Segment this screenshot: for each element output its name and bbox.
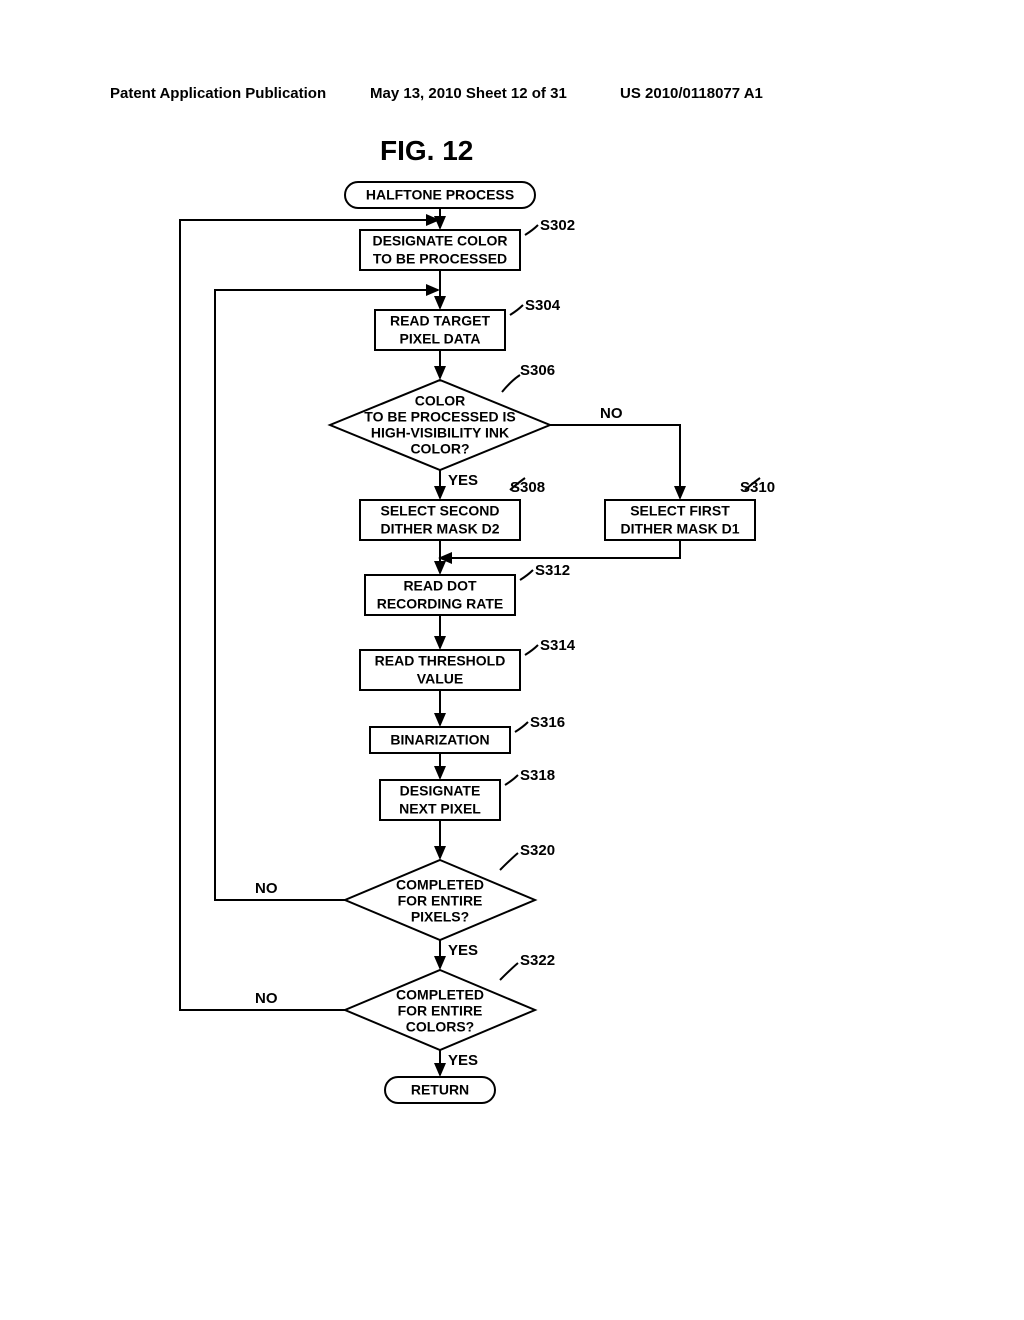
node-s306-t4: COLOR? bbox=[410, 441, 469, 457]
branch-s306-yes: YES bbox=[448, 472, 478, 489]
branch-s306-no: NO bbox=[600, 405, 623, 422]
node-s320-t1: COMPLETED bbox=[396, 877, 484, 893]
node-s302-t1: DESIGNATE COLOR bbox=[372, 233, 507, 249]
label-tick bbox=[500, 963, 518, 980]
node-s310-t1: SELECT FIRST bbox=[630, 503, 730, 519]
label-s306: S306 bbox=[520, 362, 555, 379]
label-s302: S302 bbox=[540, 217, 575, 234]
node-s320-t2: FOR ENTIRE bbox=[398, 893, 483, 909]
node-s314-t1: READ THRESHOLD bbox=[375, 653, 506, 669]
edge bbox=[440, 540, 680, 558]
node-s318-t1: DESIGNATE bbox=[400, 783, 481, 799]
node-s304-t2: PIXEL DATA bbox=[400, 331, 481, 347]
label-tick bbox=[525, 645, 538, 655]
node-s316-t1: BINARIZATION bbox=[390, 732, 489, 748]
label-s304: S304 bbox=[525, 297, 561, 314]
label-tick bbox=[510, 305, 523, 315]
label-s310: S310 bbox=[740, 479, 775, 496]
edge bbox=[550, 425, 680, 498]
node-s310-t2: DITHER MASK D1 bbox=[620, 521, 739, 537]
node-s322-t3: COLORS? bbox=[406, 1019, 474, 1035]
node-s306-t1: COLOR bbox=[415, 393, 466, 409]
flowchart-diagram: HALFTONE PROCESS DESIGNATE COLOR TO BE P… bbox=[140, 180, 860, 1120]
branch-s320-yes: YES bbox=[448, 942, 478, 959]
node-return-text: RETURN bbox=[411, 1082, 469, 1098]
label-tick bbox=[520, 570, 533, 580]
node-s318-t2: NEXT PIXEL bbox=[399, 801, 481, 817]
branch-s320-no: NO bbox=[255, 880, 278, 897]
node-s312-t1: READ DOT bbox=[403, 578, 477, 594]
label-tick bbox=[505, 775, 518, 785]
node-s312-t2: RECORDING RATE bbox=[377, 596, 504, 612]
node-s302-t2: TO BE PROCESSED bbox=[373, 251, 507, 267]
node-s308-t2: DITHER MASK D2 bbox=[380, 521, 499, 537]
label-tick bbox=[515, 722, 528, 732]
label-s316: S316 bbox=[530, 714, 565, 731]
node-s322-t2: FOR ENTIRE bbox=[398, 1003, 483, 1019]
label-s308: S308 bbox=[510, 479, 545, 496]
node-s306-t3: HIGH-VISIBILITY INK bbox=[371, 425, 509, 441]
branch-s322-no: NO bbox=[255, 990, 278, 1007]
node-s320-t3: PIXELS? bbox=[411, 909, 469, 925]
node-s322-t1: COMPLETED bbox=[396, 987, 484, 1003]
node-s308-t1: SELECT SECOND bbox=[380, 503, 499, 519]
label-tick bbox=[500, 853, 518, 870]
header-center: May 13, 2010 Sheet 12 of 31 bbox=[370, 85, 567, 102]
label-s312: S312 bbox=[535, 562, 570, 579]
branch-s322-yes: YES bbox=[448, 1052, 478, 1069]
label-s320: S320 bbox=[520, 842, 555, 859]
label-s322: S322 bbox=[520, 952, 555, 969]
label-tick bbox=[525, 225, 538, 235]
label-s314: S314 bbox=[540, 637, 576, 654]
node-s304-t1: READ TARGET bbox=[390, 313, 491, 329]
header-left: Patent Application Publication bbox=[110, 85, 326, 102]
node-s306-t2: TO BE PROCESSED IS bbox=[364, 409, 515, 425]
node-s314-t2: VALUE bbox=[417, 671, 463, 687]
figure-title: FIG. 12 bbox=[380, 135, 473, 167]
label-s318: S318 bbox=[520, 767, 555, 784]
header-right: US 2010/0118077 A1 bbox=[620, 85, 763, 102]
node-start-text: HALFTONE PROCESS bbox=[366, 187, 514, 203]
label-tick bbox=[502, 375, 520, 392]
